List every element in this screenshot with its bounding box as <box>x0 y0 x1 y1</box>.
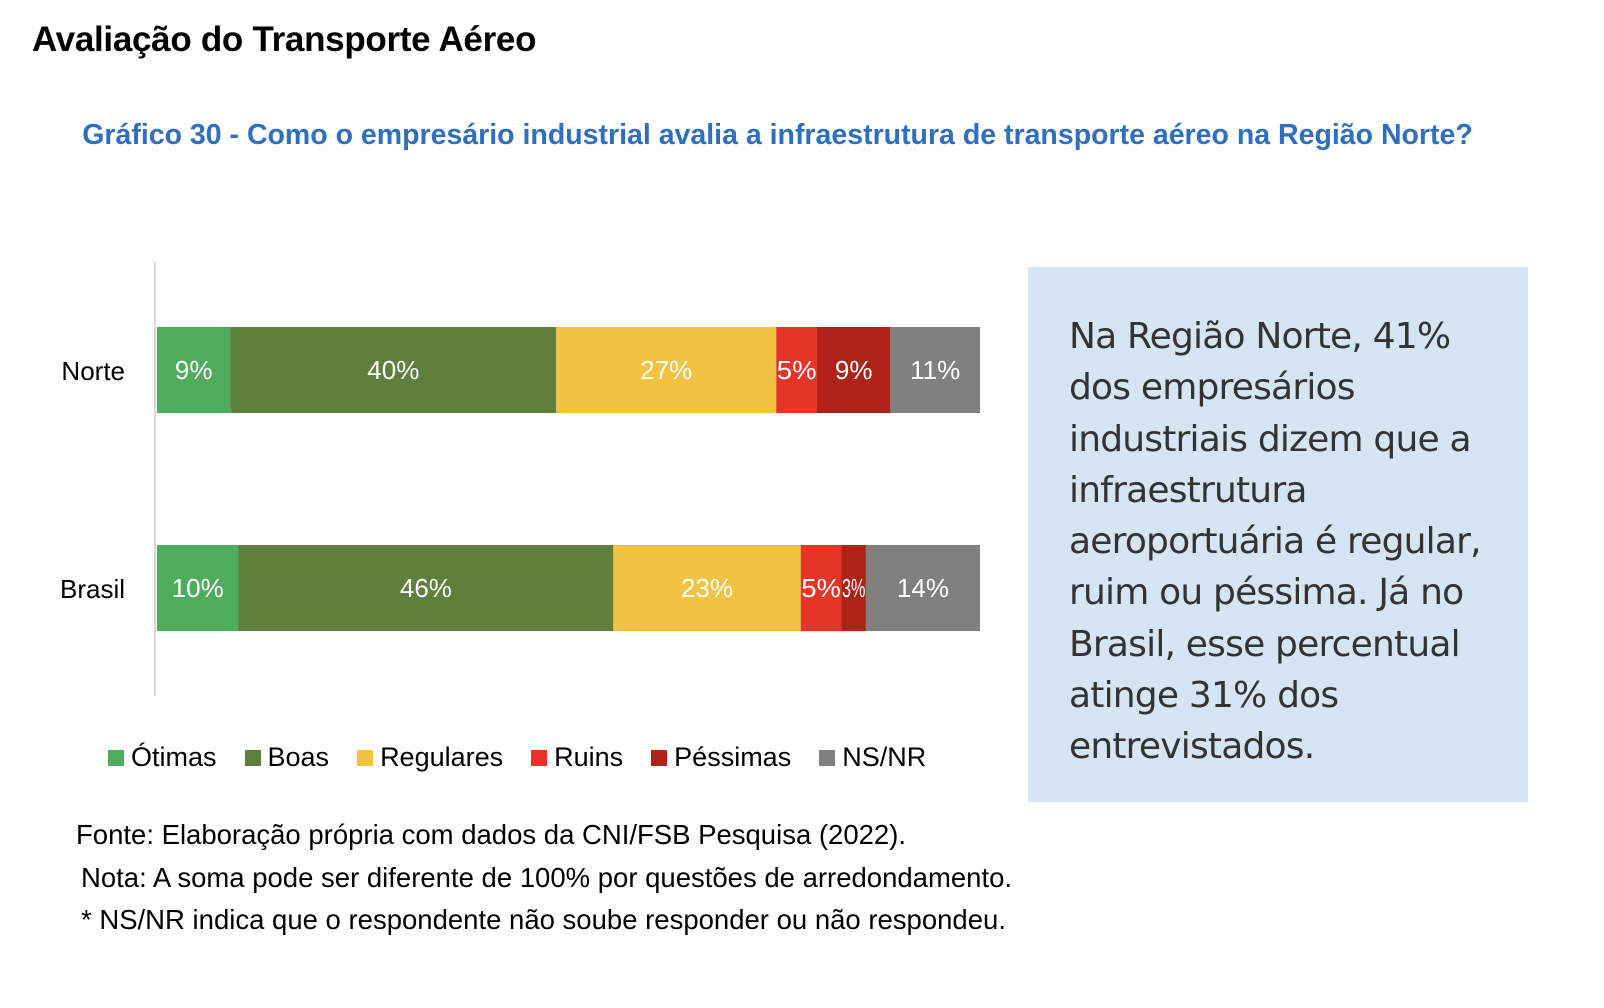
callout-line: entrevistados. <box>1069 726 1315 768</box>
legend-item: NS/NR <box>819 742 926 773</box>
legend-label: Péssimas <box>674 742 792 772</box>
legend-item: Ótimas <box>108 742 217 773</box>
rounding-note: Nota: A soma pode ser diferente de 100% … <box>81 861 1013 893</box>
bar-segment <box>776 327 818 413</box>
callout-line: ruim ou péssima. Já no <box>1069 572 1464 614</box>
bar-segment <box>238 545 614 631</box>
footnotes: Fonte: Elaboração própria com dados da C… <box>76 814 1012 942</box>
callout-line: dos empresários <box>1069 367 1356 409</box>
data-label: 46% <box>400 573 452 603</box>
data-label: 9% <box>175 355 213 385</box>
bar-segment <box>613 545 801 631</box>
data-label: 9% <box>835 355 873 385</box>
legend-item: Péssimas <box>651 742 791 773</box>
legend-swatch <box>108 749 124 766</box>
chart-legend: Ótimas Boas Regulares Ruins Péssimas NS/NR <box>108 742 954 773</box>
bar-segment <box>230 327 557 413</box>
category-label: Norte <box>61 356 125 386</box>
legend-label: Ruins <box>554 742 624 772</box>
callout-line: aeroportuária é regular, <box>1069 521 1482 563</box>
legend-swatch <box>651 749 668 766</box>
callout-line: atinge 31% dos <box>1069 675 1339 717</box>
legend-label: Boas <box>267 742 330 772</box>
category-label: Brasil <box>60 574 125 604</box>
callout-box: Na Região Norte, 41% dos empresários indus… <box>1028 267 1528 802</box>
legend-swatch <box>531 749 548 766</box>
legend-item: Regulares <box>357 742 503 773</box>
data-label: 14% <box>897 573 949 603</box>
legend-item: Ruins <box>531 742 623 773</box>
callout-line: infraestrutura <box>1069 469 1307 511</box>
bar-segment <box>890 327 980 413</box>
legend-label: Regulares <box>380 742 504 772</box>
legend-label: Ótimas <box>131 742 217 772</box>
legend-swatch <box>357 749 374 766</box>
callout-line: Brasil, esse percentual <box>1069 623 1461 665</box>
data-label: 5% <box>801 573 841 603</box>
data-label: 5% <box>777 355 817 385</box>
source-note: Fonte: Elaboração própria com dados da C… <box>76 819 907 850</box>
data-label: 10% <box>172 573 224 603</box>
data-label: 27% <box>640 355 692 385</box>
callout-line: Na Região Norte, 41% <box>1069 316 1451 357</box>
data-label: 3% <box>842 573 865 603</box>
nsnr-note: * NS/NR indica que o respondente não sou… <box>81 904 1006 935</box>
legend-swatch <box>244 749 261 766</box>
data-label: 40% <box>367 355 419 385</box>
chart-title: Gráfico 30 - Como o empresário industria… <box>82 119 1473 151</box>
section-title: Avaliação do Transporte Aéreo <box>32 20 537 59</box>
bar-segment <box>800 545 842 631</box>
data-label: 11% <box>910 355 960 385</box>
stacked-bar-chart: 9% 40% 27% 5% 9% 11%10% 46% 23% 5% 3% 14% Norte Br… <box>60 262 980 696</box>
legend-label: NS/NR <box>842 742 927 772</box>
legend-swatch <box>819 749 836 766</box>
bar-segment <box>556 327 777 413</box>
bar-segment <box>157 545 239 631</box>
bar-segment <box>865 545 980 631</box>
callout-line: industriais dizem que a <box>1069 418 1472 460</box>
bar-segment <box>817 327 891 413</box>
data-label: 23% <box>681 573 733 603</box>
callout-text: Na Região Norte, 41% dos empresários indus… <box>1069 311 1508 773</box>
bar-segment <box>841 545 866 631</box>
bar-segment <box>157 327 231 413</box>
legend-item: Boas <box>244 742 330 773</box>
